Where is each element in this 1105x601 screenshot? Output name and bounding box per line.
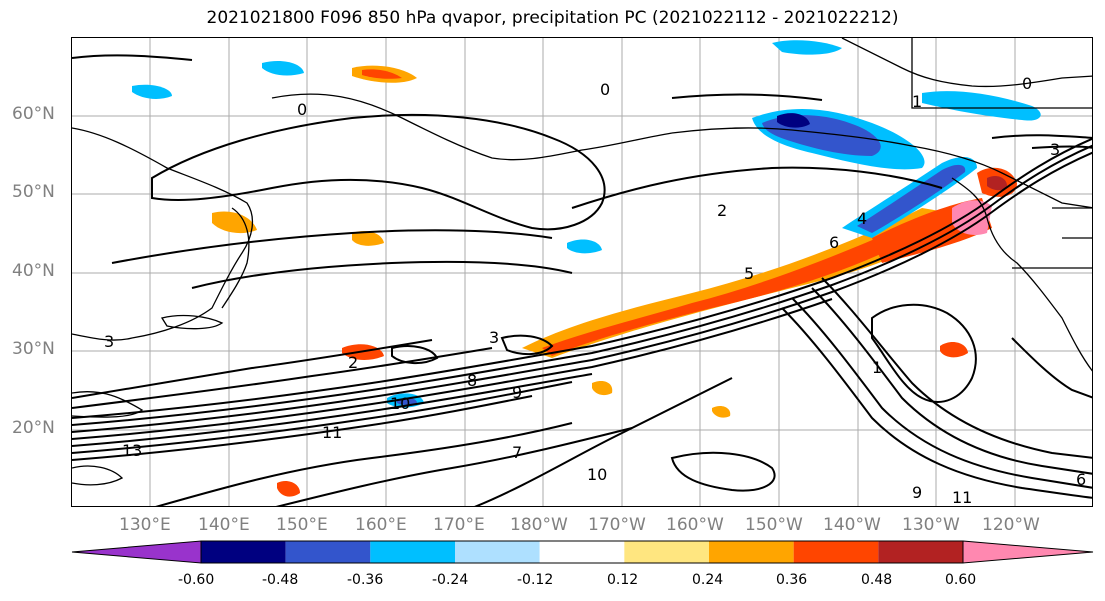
- colorbar-extend-high: [962, 540, 1094, 564]
- contour-label: 8: [467, 371, 477, 390]
- colorbar-tick: 0.48: [861, 572, 893, 588]
- lat-label-50: 50°N: [12, 182, 55, 202]
- colorbar: [71, 540, 1095, 568]
- colorbar-segment: [370, 541, 455, 563]
- lon-label-180w: 180°W: [510, 515, 568, 535]
- colorbar-segment: [709, 541, 794, 563]
- colorbar-tick: 0.12: [607, 572, 639, 588]
- colorbar-segment: [793, 541, 879, 563]
- contour-label: 6: [829, 233, 839, 252]
- lat-label-40: 40°N: [12, 261, 55, 281]
- map-panel: 0 0 0 1 1 2 2 3 3 3 4 5 6 7 8 9 9 10 10 …: [71, 37, 1093, 507]
- colorbar-tick: 0.60: [945, 572, 977, 588]
- colorbar-segment: [285, 541, 371, 563]
- precip-negative-band: [132, 40, 1041, 408]
- colorbar-tick: -0.60: [178, 572, 215, 588]
- colorbar-segment: [201, 541, 286, 563]
- colorbar-svg: [71, 540, 1094, 564]
- lon-label-150e: 150°E: [276, 515, 328, 535]
- lon-label-130e: 130°E: [119, 515, 171, 535]
- map-svg: 0 0 0 1 1 2 2 3 3 3 4 5 6 7 8 9 9 10 10 …: [72, 38, 1092, 507]
- contour-label: 0: [600, 80, 610, 99]
- contour-label: 10: [587, 465, 607, 484]
- contour-label: 1: [912, 92, 922, 111]
- colorbar-tick: -0.48: [262, 572, 299, 588]
- contour-label: 2: [348, 353, 358, 372]
- contour-label: 1: [872, 358, 882, 377]
- lon-label-130w: 130°W: [902, 515, 960, 535]
- chart-title: 2021021800 F096 850 hPa qvapor, precipit…: [206, 8, 899, 28]
- contour-label: 6: [1076, 470, 1086, 489]
- colorbar-tick: 0.24: [692, 572, 724, 588]
- contour-label: 2: [717, 201, 727, 220]
- contour-label: 10: [390, 394, 410, 413]
- colorbar-tick: -0.24: [432, 572, 469, 588]
- lat-label-30: 30°N: [12, 339, 55, 359]
- lon-label-160e: 160°E: [355, 515, 407, 535]
- colorbar-segment: [455, 541, 540, 563]
- contour-label: 0: [297, 100, 307, 119]
- colorbar-tick: -0.12: [517, 572, 554, 588]
- contour-label: 11: [322, 423, 342, 442]
- contour-lines: [72, 54, 1092, 506]
- lon-label-120w: 120°W: [982, 515, 1040, 535]
- colorbar-extend-low: [71, 540, 202, 564]
- contour-label: 9: [512, 383, 522, 402]
- contour-label: 7: [512, 443, 522, 462]
- colorbar-segment: [878, 541, 963, 563]
- contour-label: 3: [104, 332, 114, 351]
- contour-label: 13: [122, 441, 142, 460]
- contour-labels: 0 0 0 1 1 2 2 3 3 3 4 5 6 7 8 9 9 10 10 …: [104, 74, 1086, 507]
- lon-label-170w: 170°W: [588, 515, 646, 535]
- lon-label-170e: 170°E: [433, 515, 485, 535]
- contour-label: 5: [744, 264, 754, 283]
- lon-label-160w: 160°W: [666, 515, 724, 535]
- lon-label-150w: 150°W: [745, 515, 803, 535]
- lon-label-140e: 140°E: [198, 515, 250, 535]
- colorbar-segment: [539, 541, 625, 563]
- contour-label: 11: [952, 488, 972, 507]
- contour-label: 3: [489, 328, 499, 347]
- lon-label-140w: 140°W: [823, 515, 881, 535]
- contour-label: 4: [857, 209, 867, 228]
- coastlines: [72, 38, 1092, 486]
- colorbar-tick: 0.36: [776, 572, 808, 588]
- colorbar-tick: -0.36: [347, 572, 384, 588]
- lat-label-60: 60°N: [12, 104, 55, 124]
- lat-label-20: 20°N: [12, 418, 55, 438]
- contour-label: 9: [912, 483, 922, 502]
- colorbar-segment: [624, 541, 709, 563]
- colorbar-frame: [200, 540, 964, 564]
- contour-label: 3: [1050, 140, 1060, 159]
- contour-label: 0: [1022, 74, 1032, 93]
